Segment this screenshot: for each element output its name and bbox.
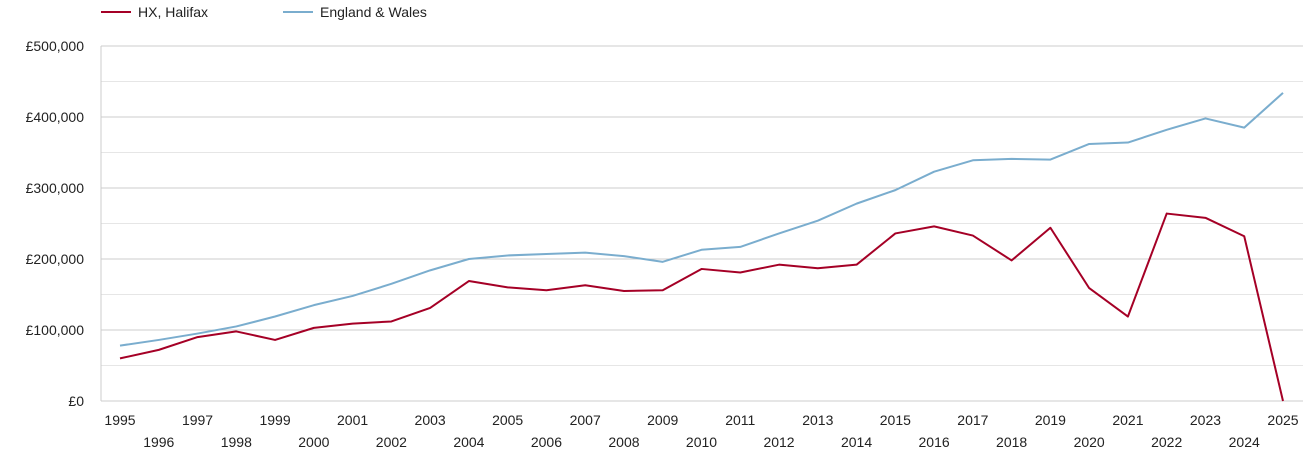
x-tick-label: 1999 <box>259 412 290 428</box>
x-tick-label: 2020 <box>1074 434 1105 450</box>
y-axis-ticks: £0 £100,000 £200,000 £300,000 £400,000 £500,0… <box>26 38 85 409</box>
x-tick-label: 2001 <box>337 412 368 428</box>
x-tick-label: 2014 <box>841 434 872 450</box>
x-tick-label: 2013 <box>802 412 833 428</box>
x-tick-label: 2003 <box>415 412 446 428</box>
y-tick-label: £500,000 <box>26 38 85 54</box>
grid-lines <box>100 45 1303 402</box>
x-tick-label: 2006 <box>531 434 562 450</box>
y-tick-label: £400,000 <box>26 109 85 125</box>
series-line-hx-halifax <box>119 212 1284 402</box>
x-tick-label: 2021 <box>1112 412 1143 428</box>
legend-label-hx-halifax: HX, Halifax <box>138 4 208 20</box>
x-tick-label: 2007 <box>570 412 601 428</box>
x-tick-label: 1998 <box>221 434 252 450</box>
x-tick-label: 2022 <box>1151 434 1182 450</box>
series-line-england-wales <box>119 92 1284 347</box>
x-tick-label: 2023 <box>1190 412 1221 428</box>
y-tick-label: £0 <box>68 393 84 409</box>
legend: HX, Halifax England & Wales <box>101 4 427 20</box>
x-tick-label: 2025 <box>1267 412 1298 428</box>
x-tick-label: 2011 <box>725 412 755 428</box>
legend-label-england-wales: England & Wales <box>320 4 427 20</box>
x-tick-label: 2008 <box>608 434 639 450</box>
y-tick-label: £300,000 <box>26 180 85 196</box>
x-tick-label: 1997 <box>182 412 213 428</box>
x-tick-label: 2017 <box>957 412 988 428</box>
x-tick-label: 2019 <box>1035 412 1066 428</box>
x-tick-label: 2009 <box>647 412 678 428</box>
x-tick-label: 2004 <box>453 434 484 450</box>
x-tick-label: 2000 <box>298 434 329 450</box>
x-tick-label: 2024 <box>1229 434 1260 450</box>
x-tick-label: 1995 <box>104 412 135 428</box>
x-tick-label: 2005 <box>492 412 523 428</box>
y-tick-label: £200,000 <box>26 251 85 267</box>
x-tick-label: 2016 <box>919 434 950 450</box>
y-tick-label: £100,000 <box>26 322 85 338</box>
x-tick-label: 2010 <box>686 434 717 450</box>
series-lines <box>119 92 1284 402</box>
x-tick-label: 2002 <box>376 434 407 450</box>
x-tick-label: 2012 <box>763 434 794 450</box>
x-tick-label: 2015 <box>880 412 911 428</box>
x-tick-label: 1996 <box>143 434 174 450</box>
x-axis-ticks: 1995 1996 1997 1998 1999 2000 2001 2002 2003 2004… <box>104 412 1298 450</box>
x-tick-label: 2018 <box>996 434 1027 450</box>
